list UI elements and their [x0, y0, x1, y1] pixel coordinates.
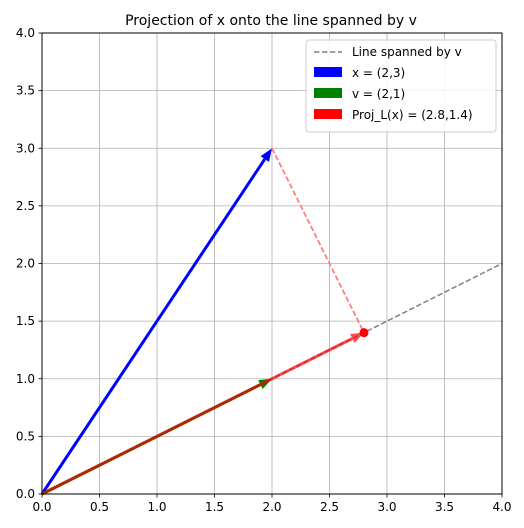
- x-tick-label: 0.5: [90, 500, 109, 514]
- projection-connector: [271, 147, 365, 334]
- x-tick-label: 3.5: [435, 500, 454, 514]
- y-tick-label: 3.0: [16, 141, 35, 155]
- x-tick-label: 0.0: [32, 500, 51, 514]
- x-tick-label: 1.0: [147, 500, 166, 514]
- legend-swatch-x: [314, 67, 342, 77]
- vector-x-arrow: [40, 148, 272, 495]
- legend-swatch-v: [314, 88, 342, 98]
- legend: Line spanned by v x = (2,3) v = (2,1) Pr…: [305, 39, 497, 133]
- x-tick-label: 3.0: [377, 500, 396, 514]
- vector-x-arrow-head: [260, 148, 272, 162]
- legend-label-v: v = (2,1): [352, 87, 405, 101]
- plot-marks: [40, 147, 503, 496]
- legend-swatch-proj: [314, 109, 342, 119]
- y-tick-label: 0.5: [16, 429, 35, 443]
- x-tick-label: 2.0: [262, 500, 281, 514]
- y-tick-label: 1.0: [16, 372, 35, 386]
- axis-ticks: 0.0 0.5 1.0 1.5 2.0 2.5 3.0 3.5 4.0 0.0 0.5 1.0 1.5 2…: [16, 26, 512, 514]
- y-tick-label: 4.0: [16, 26, 35, 40]
- vector-proj-arrow-shaft: [41, 337, 354, 496]
- vector-x-arrow-shaft: [40, 158, 267, 495]
- legend-label-x: x = (2,3): [352, 66, 405, 80]
- x-tick-label: 1.5: [205, 500, 224, 514]
- y-tick-label: 2.0: [16, 257, 35, 271]
- projection-point: [359, 328, 369, 338]
- x-tick-label: 2.5: [320, 500, 339, 514]
- y-tick-label: 3.5: [16, 84, 35, 98]
- y-tick-label: 1.5: [16, 314, 35, 328]
- y-tick-label: 2.5: [16, 199, 35, 213]
- legend-label-proj: Proj_L(x) = (2.8,1.4): [352, 108, 473, 122]
- x-tick-label: 4.0: [492, 500, 511, 514]
- legend-label-line: Line spanned by v: [352, 45, 462, 59]
- chart-title: Projection of x onto the line spanned by…: [125, 13, 417, 29]
- legend-box: [305, 39, 497, 133]
- y-tick-label: 0.0: [16, 487, 35, 501]
